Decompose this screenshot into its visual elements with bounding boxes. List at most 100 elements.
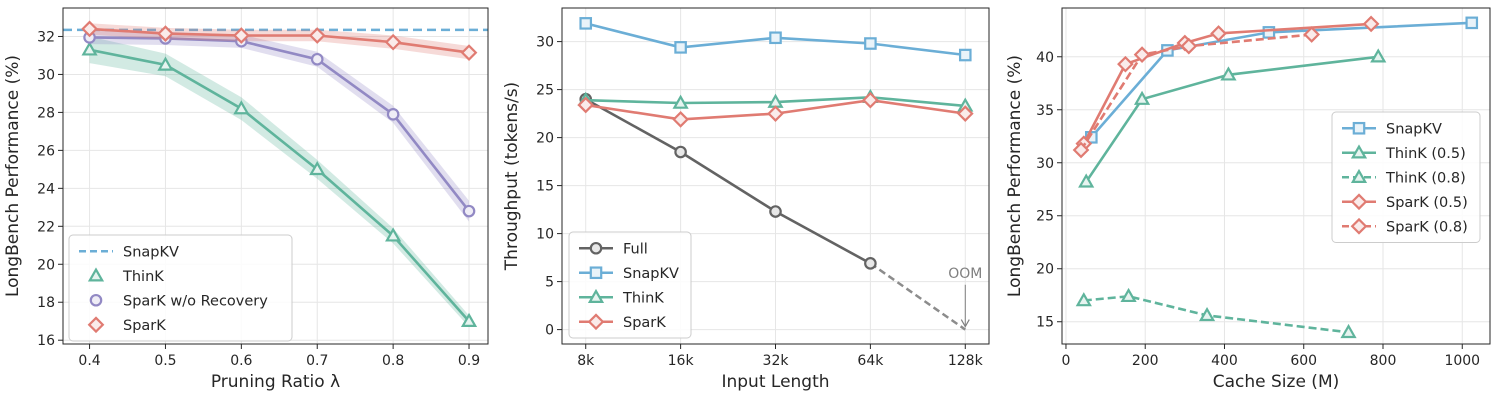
data-point: [864, 37, 877, 50]
legend-label: SnapKV: [123, 244, 179, 260]
data-point: [1072, 141, 1090, 159]
legend-marker: [1350, 168, 1368, 183]
data-point: [1180, 37, 1198, 55]
x-tick-label: 8k: [577, 353, 595, 369]
legend-entry: SparK (0.8): [1342, 217, 1468, 235]
data-point: [462, 204, 476, 218]
series-think-0-5-: [1078, 48, 1387, 188]
legend-label: SparK: [123, 318, 166, 334]
data-point: [958, 48, 972, 62]
legend-label: SparK (0.8): [1386, 219, 1468, 235]
legend-box: [1331, 111, 1481, 243]
oom-extension-line: [869, 262, 966, 331]
x-tick-label: 0.6: [230, 353, 252, 369]
series-spark: [81, 20, 478, 61]
data-point: [1220, 66, 1237, 81]
data-point: [233, 100, 250, 115]
y-tick-label: 25: [1036, 209, 1054, 225]
data-point: [767, 93, 784, 108]
legend-label: SnapKV: [623, 266, 679, 282]
x-tick-label: 0.4: [78, 353, 100, 369]
legend-entry: ThinK (0.8): [1342, 168, 1466, 186]
data-point: [769, 31, 782, 45]
y-tick-label: 30: [536, 35, 554, 51]
series-line: [585, 98, 872, 265]
legend-marker: [1350, 144, 1368, 159]
series-line: [89, 48, 470, 323]
series-line: [89, 36, 471, 212]
x-tick-label: 128k: [948, 353, 984, 369]
data-point: [1078, 173, 1095, 188]
legend-entry: SparK w/o Recovery: [89, 293, 268, 309]
legend-marker: [87, 267, 105, 282]
data-point: [1133, 90, 1151, 105]
data-point: [460, 44, 478, 61]
data-point: [672, 111, 689, 128]
legend-entry: ThinK: [579, 288, 664, 306]
y-tick-label: 20: [536, 131, 554, 147]
data-point: [81, 20, 98, 38]
y-tick-label: 15: [536, 179, 554, 195]
data-point: [1210, 25, 1227, 42]
panel-pruning-ratio: 0.4 0.5 0.6 0.7 0.8 0.9 16 18 20 22 24 26 28 30 32 Prun…: [3, 7, 489, 392]
legend-marker: [1350, 193, 1368, 211]
series-spark: [577, 91, 974, 128]
x-tick-label: 400: [1211, 353, 1238, 369]
axes-frame: [62, 7, 489, 345]
data-point: [767, 105, 784, 122]
y-tick-label: 18: [37, 295, 55, 311]
confidence-band: [89, 23, 469, 60]
legend-marker: [589, 266, 603, 280]
data-point: [1303, 26, 1321, 43]
y-tick-label: 40: [1036, 50, 1054, 66]
panel-cache-size: 0 200 400 600 800 1000 15 20 25 30 35 40 Cache Size …: [1005, 7, 1491, 392]
x-tick-label: 16k: [668, 353, 695, 369]
y-tick-label: 15: [1036, 315, 1054, 331]
data-point: [579, 17, 593, 30]
x-tick-label: 0.8: [382, 353, 404, 369]
data-point: [81, 41, 98, 56]
legend-label: Full: [623, 241, 648, 257]
x-tick-label: 0.5: [154, 353, 176, 369]
y-tick-label: 32: [37, 29, 55, 45]
y-tick-label: 10: [536, 227, 554, 243]
data-point: [310, 52, 324, 66]
series-snapkv: [579, 17, 972, 62]
x-tick-label: 800: [1370, 353, 1397, 369]
legend-label: ThinK: [622, 290, 664, 306]
y-tick-label: 35: [1036, 103, 1054, 119]
y-tick-label: 5: [545, 275, 554, 291]
series-think-0-8-: [1075, 287, 1357, 339]
data-point: [1370, 48, 1387, 63]
legend-marker: [587, 288, 605, 303]
data-point: [1133, 46, 1151, 63]
data-point: [157, 25, 174, 42]
data-point: [956, 105, 974, 122]
y-tick-label: 16: [37, 333, 55, 349]
data-point: [862, 91, 879, 109]
legend-marker: [89, 293, 103, 307]
panel-throughput: 8k 16k 32k 64k 128k 0 5 10 15 20 25 30 Input Length T…: [502, 7, 990, 392]
legend-label: ThinK (0.8): [1385, 170, 1466, 186]
x-tick-label: 0.7: [306, 353, 328, 369]
legend-label: SnapKV: [1386, 121, 1442, 137]
legend-marker: [87, 316, 105, 334]
y-tick-label: 30: [1036, 156, 1054, 172]
legend-label: SparK: [623, 315, 666, 331]
legend-label: ThinK (0.5): [1385, 146, 1466, 162]
data-point: [1362, 15, 1380, 33]
y-tick-label: 22: [37, 219, 55, 235]
x-tick-label: 0: [1062, 353, 1071, 369]
legend-label: SparK (0.5): [1386, 195, 1468, 211]
data-point: [232, 27, 250, 44]
legend-label: SparK w/o Recovery: [123, 293, 268, 309]
series-line: [89, 27, 470, 54]
legend-box: [568, 231, 692, 339]
data-point: [1117, 55, 1134, 73]
legend-label: ThinK: [122, 269, 164, 285]
axes-frame: [561, 7, 990, 345]
oom-annotation: OOM: [948, 266, 982, 282]
y-tick-label: 0: [545, 323, 554, 339]
y-tick-label: 26: [37, 143, 55, 159]
legend-entry: SparK: [579, 313, 666, 331]
